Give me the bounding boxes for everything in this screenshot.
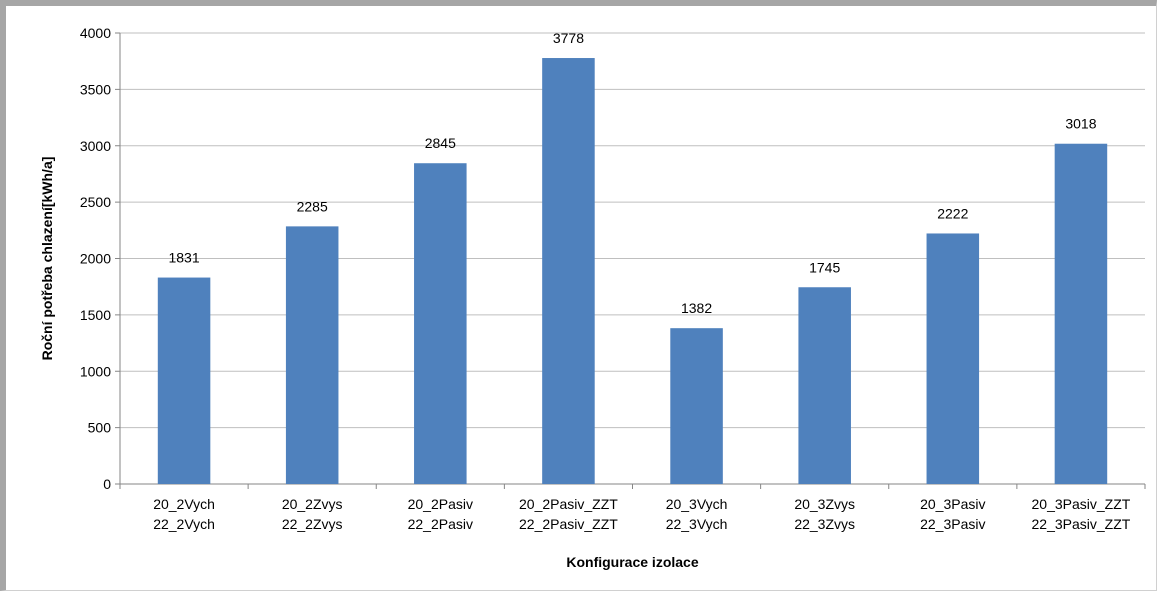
x-axis-title: Konfigurace izolace <box>566 554 698 570</box>
y-axis-title: Roční potřeba chlazení[kWh/a] <box>39 157 55 361</box>
x-tick-label: 22_3Pasiv_ZZT <box>1032 516 1131 532</box>
x-tick-label: 22_2Vych <box>153 516 215 532</box>
bar <box>414 163 467 484</box>
data-label: 2222 <box>937 205 968 221</box>
data-label: 1745 <box>809 259 840 275</box>
gridlines <box>120 32 1145 485</box>
x-tick-label: 20_3Vych <box>666 496 728 512</box>
y-tick-label: 1500 <box>80 307 111 323</box>
x-tick-label: 22_3Zvys <box>794 516 855 532</box>
y-tick-label: 3500 <box>80 81 111 97</box>
data-label: 2845 <box>425 135 456 151</box>
bar <box>542 58 595 485</box>
x-axis-ticks: 20_2Vych 22_2Vych 20_2Zvys 22_2Zvys 20_2Pasi… <box>119 484 1146 532</box>
bar <box>1054 143 1108 484</box>
bar <box>285 226 339 484</box>
bar <box>670 328 723 484</box>
x-tick-label: 20_2Zvys <box>282 496 343 512</box>
data-label: 2285 <box>297 198 328 214</box>
data-label: 1831 <box>168 250 199 266</box>
x-tick-label: 22_2Pasiv <box>408 516 473 532</box>
x-tick-label: 20_2Pasiv_ZZT <box>519 496 618 512</box>
x-tick-label: 22_2Zvys <box>282 516 343 532</box>
x-tick-label: 20_3Pasiv <box>920 496 985 512</box>
y-tick-label: 2500 <box>80 194 111 210</box>
data-label: 3018 <box>1065 116 1096 132</box>
bars <box>157 58 1108 485</box>
bar <box>926 233 980 484</box>
x-tick-label: 20_3Zvys <box>794 496 855 512</box>
y-axis-ticks: 0 500 1000 1500 2000 2500 3000 3500 4000 <box>80 25 121 492</box>
data-label: 3778 <box>553 30 584 46</box>
data-label: 1382 <box>681 300 712 316</box>
x-tick-label: 22_3Pasiv <box>920 516 985 532</box>
data-labels: 1831 2285 2845 3778 1382 1745 2222 3018 <box>168 30 1096 316</box>
x-tick-label: 20_2Pasiv <box>408 496 473 512</box>
y-tick-label: 1000 <box>80 363 111 379</box>
y-tick-label: 3000 <box>80 138 111 154</box>
x-tick-label: 20_2Vych <box>153 496 215 512</box>
y-tick-label: 0 <box>103 476 111 492</box>
y-tick-label: 2000 <box>80 251 111 267</box>
y-tick-label: 500 <box>88 420 112 436</box>
x-tick-label: 22_3Vych <box>666 516 728 532</box>
bar <box>157 277 211 484</box>
bar <box>798 287 851 484</box>
y-tick-label: 4000 <box>80 25 111 41</box>
x-tick-label: 20_3Pasiv_ZZT <box>1032 496 1131 512</box>
x-tick-label: 22_2Pasiv_ZZT <box>519 516 618 532</box>
